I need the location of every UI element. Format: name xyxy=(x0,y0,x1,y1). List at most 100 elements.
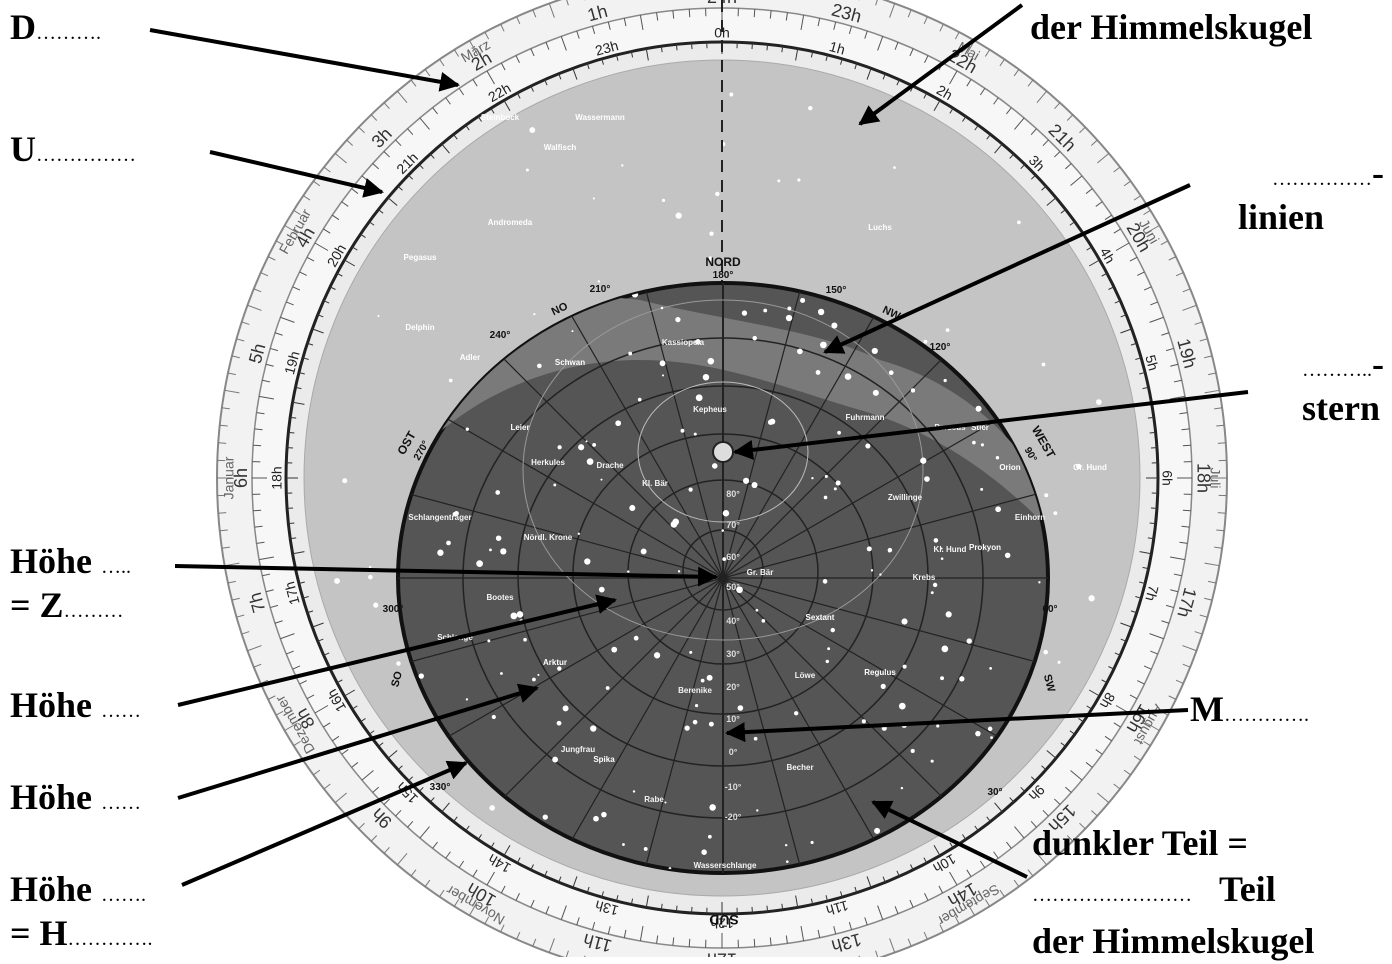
label-hoehe-zenit: Höhe ….. = Z……… xyxy=(10,542,131,630)
outer-star xyxy=(368,575,373,580)
window-star xyxy=(995,506,1001,512)
constellation-label: Löwe xyxy=(795,671,816,680)
constellation-label: Nördl. Krone xyxy=(524,533,573,542)
azimuth-label: 240° xyxy=(490,330,511,341)
label-himmelskugel-top: der Himmelskugel xyxy=(1030,8,1312,46)
label-linien-dash: - xyxy=(1372,153,1384,193)
constellation-label: Herkules xyxy=(531,458,565,467)
constellation-label: Prokyon xyxy=(969,543,1001,552)
outer-star xyxy=(489,805,495,811)
window-star xyxy=(755,609,758,612)
outer-star xyxy=(598,280,600,282)
window-star xyxy=(641,549,647,555)
window-star xyxy=(487,639,490,642)
window-star xyxy=(558,445,562,449)
window-star xyxy=(606,686,610,690)
constellation-label: Schwan xyxy=(555,358,585,367)
window-star xyxy=(578,533,580,535)
window-star xyxy=(827,647,830,650)
altitude-label: 30° xyxy=(726,649,740,659)
label-d-blank: ………. xyxy=(36,22,101,44)
ra-tick xyxy=(288,523,294,524)
constellation-label: Sextant xyxy=(806,613,835,622)
outer-star xyxy=(923,340,927,344)
window-star xyxy=(701,849,707,855)
window-star xyxy=(800,298,805,303)
label-hoehe-3-blank: …… xyxy=(101,792,141,814)
window-star xyxy=(693,720,698,725)
altitude-label: 70° xyxy=(726,520,740,530)
window-star xyxy=(786,315,792,321)
window-star xyxy=(629,505,635,511)
window-star xyxy=(825,475,828,478)
label-linien: ……………- linien xyxy=(1272,154,1384,236)
outer-star xyxy=(1096,399,1102,405)
window-star xyxy=(654,652,660,658)
window-star xyxy=(671,521,678,528)
window-star xyxy=(816,370,821,375)
window-star xyxy=(959,676,964,681)
month-label: Januar xyxy=(221,456,237,499)
altitude-label: 50° xyxy=(726,582,740,592)
window-star xyxy=(823,579,828,584)
azimuth-label: 120° xyxy=(930,342,951,353)
ra-label: 18h xyxy=(269,466,285,489)
window-star xyxy=(689,487,693,491)
window-star xyxy=(586,440,588,442)
azimuth-label: 150° xyxy=(826,285,847,296)
outer-star xyxy=(946,328,950,332)
window-star xyxy=(872,348,878,354)
window-star xyxy=(989,667,992,670)
constellation-label: Regulus xyxy=(864,668,896,677)
constellation-label: Becher xyxy=(786,763,813,772)
window-star xyxy=(532,678,536,682)
window-star xyxy=(751,482,757,488)
window-star xyxy=(769,419,775,425)
window-star xyxy=(675,317,680,322)
constellation-label: Leier xyxy=(510,423,529,432)
outer-star xyxy=(1043,650,1048,655)
outer-star xyxy=(1042,363,1046,367)
compass-south: SÜD xyxy=(709,912,739,928)
window-star xyxy=(797,349,803,355)
ra-tick xyxy=(676,44,677,50)
window-star xyxy=(763,309,767,313)
ra-tick xyxy=(676,906,677,912)
month-label: Juli xyxy=(1207,467,1223,488)
constellation-label: Wasserschlange xyxy=(694,861,757,870)
window-star xyxy=(592,443,596,447)
window-star xyxy=(933,583,937,587)
hour-label: 12h xyxy=(707,949,737,957)
window-star xyxy=(824,496,828,500)
window-star xyxy=(826,660,829,663)
window-star xyxy=(743,478,749,484)
window-star xyxy=(865,443,870,448)
date-tick xyxy=(1218,443,1226,444)
label-horizont-head: = H xyxy=(10,913,68,953)
window-star xyxy=(787,307,791,311)
window-star xyxy=(703,374,709,380)
constellation-label: Kepheus xyxy=(693,405,727,414)
label-dunkler-teil-line3: der Himmelskugel xyxy=(1032,921,1314,961)
window-star xyxy=(911,749,915,753)
window-star xyxy=(723,510,729,516)
window-star xyxy=(709,722,714,727)
label-horizont-blank: …………. xyxy=(68,928,153,950)
window-star xyxy=(708,835,712,839)
window-star xyxy=(601,812,607,818)
label-hoehe-2: Höhe …… xyxy=(10,686,141,730)
window-star xyxy=(980,488,983,491)
ra-tick xyxy=(767,44,768,50)
outer-star xyxy=(334,578,340,584)
window-star xyxy=(901,787,903,789)
constellation-label: Andromeda xyxy=(488,218,533,227)
outer-star xyxy=(797,178,800,181)
label-m-head: M xyxy=(1190,689,1224,729)
window-star xyxy=(888,550,890,552)
altitude-label: 60° xyxy=(726,552,740,562)
outer-star xyxy=(1053,511,1057,515)
window-star xyxy=(634,636,639,641)
outer-star xyxy=(715,192,719,196)
window-star xyxy=(862,719,866,723)
